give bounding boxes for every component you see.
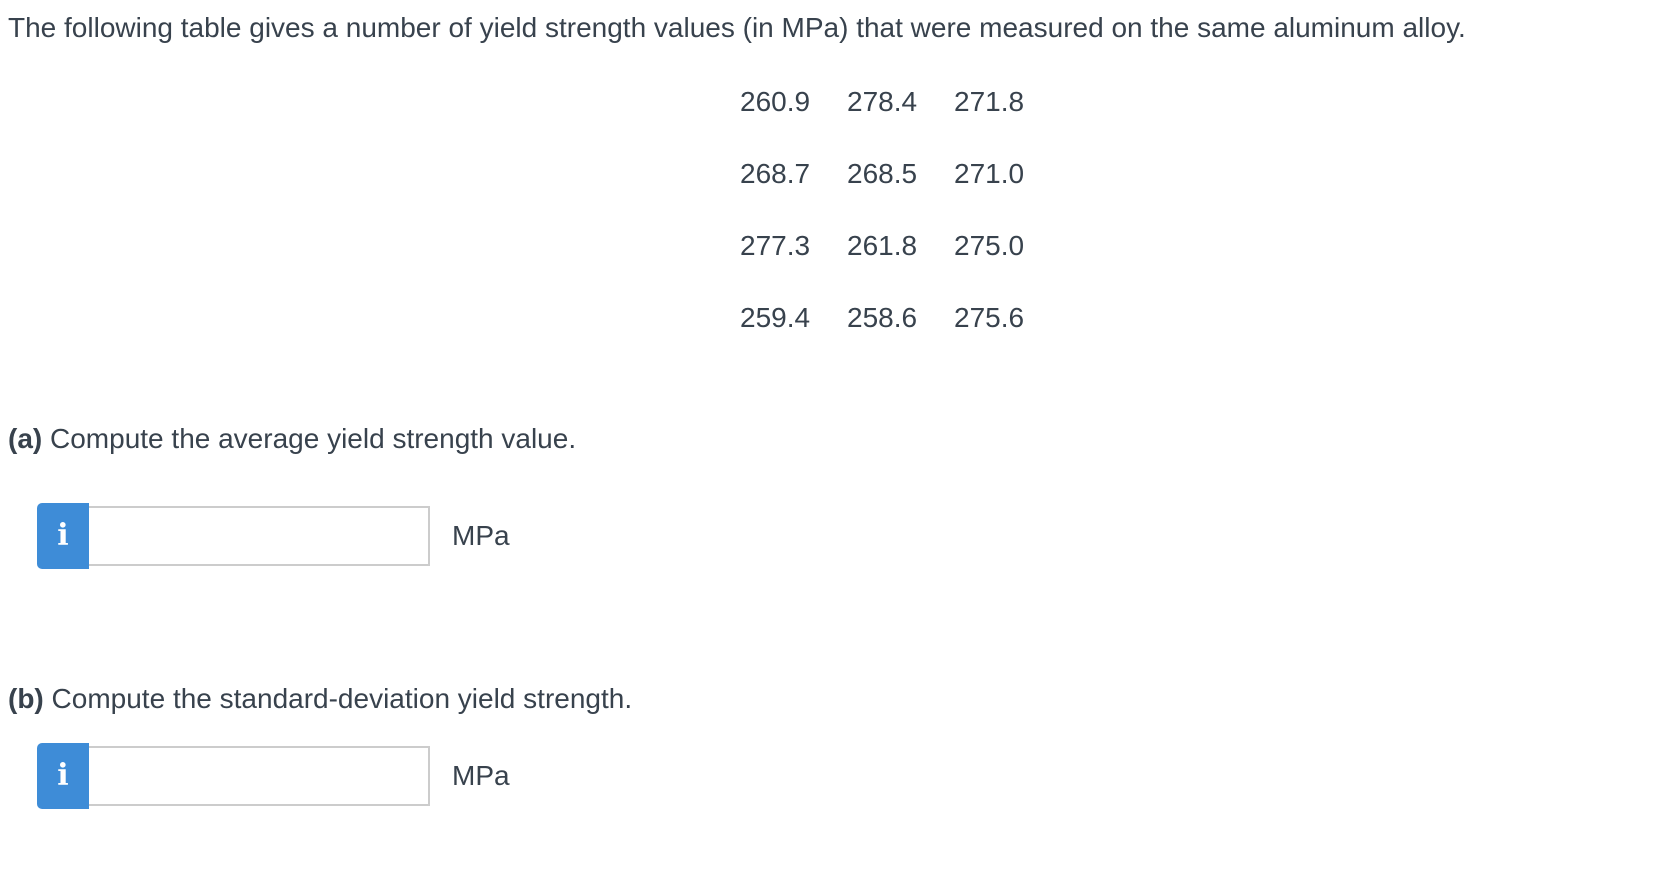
- yield-value: 277.3: [740, 230, 811, 261]
- unit-label-mpa: MPa: [452, 760, 510, 791]
- table-row: 260.9 278.4 271.8: [740, 86, 1024, 118]
- yield-value: 260.9: [740, 86, 811, 117]
- yield-value: 259.4: [740, 302, 811, 333]
- yield-value: 275.6: [954, 302, 1025, 333]
- part-b-answer-row: i MPa: [37, 743, 510, 809]
- question-intro: The following table gives a number of yi…: [8, 12, 1466, 43]
- yield-value: 271.8: [954, 86, 1025, 117]
- yield-value: 268.7: [740, 158, 811, 189]
- table-row: 268.7 268.5 271.0: [740, 158, 1024, 190]
- table-row: 277.3 261.8 275.0: [740, 230, 1024, 262]
- answer-input-a[interactable]: [89, 506, 430, 566]
- info-icon: i: [57, 758, 69, 793]
- part-b-prompt-text: Compute the standard-deviation yield str…: [51, 683, 633, 714]
- part-a-answer-row: i MPa: [37, 503, 510, 569]
- part-a-prompt-text: Compute the average yield strength value…: [50, 423, 577, 454]
- yield-value: 261.8: [847, 230, 918, 261]
- part-a-answer-box: i: [37, 503, 430, 569]
- part-b-answer-box: i: [37, 743, 430, 809]
- answer-input-b[interactable]: [89, 746, 430, 806]
- yield-value: 275.0: [954, 230, 1025, 261]
- yield-value: 268.5: [847, 158, 918, 189]
- info-icon: i: [57, 518, 69, 553]
- yield-values-table: 260.9 278.4 271.8 268.7 268.5 271.0 277.…: [740, 86, 1024, 374]
- info-button[interactable]: i: [37, 743, 89, 809]
- part-a-label: (a): [8, 423, 43, 454]
- part-a-prompt: (a) Compute the average yield strength v…: [8, 422, 576, 456]
- unit-label-mpa: MPa: [452, 520, 510, 551]
- yield-value: 258.6: [847, 302, 918, 333]
- part-b-prompt: (b) Compute the standard-deviation yield…: [8, 682, 632, 716]
- info-button[interactable]: i: [37, 503, 89, 569]
- table-row: 259.4 258.6 275.6: [740, 302, 1024, 334]
- part-b-label: (b): [8, 683, 44, 714]
- yield-value: 271.0: [954, 158, 1025, 189]
- yield-value: 278.4: [847, 86, 918, 117]
